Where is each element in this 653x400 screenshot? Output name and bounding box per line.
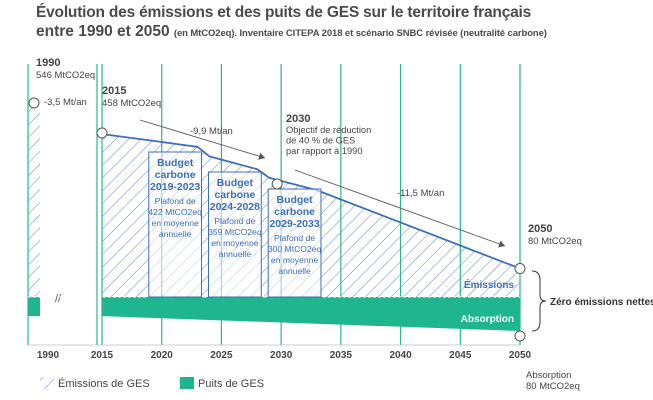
budget-box-2	[207, 171, 262, 298]
budget-box-3	[267, 188, 322, 298]
budget-3-desc-3: annuelle	[278, 266, 311, 276]
rate-arrow-2015-2030-head	[258, 152, 265, 160]
label-1990-value: 546 MtCO2eq	[36, 70, 95, 81]
tick-label-2050: 2050	[509, 350, 532, 361]
marker-2030	[271, 178, 283, 190]
label-objective-1: de 40 % de GES	[286, 136, 355, 146]
budget-box-1	[148, 151, 203, 298]
chart-subtitle: entre 1990 et 2050 (en MtCO2eq). Inventa…	[36, 23, 547, 41]
legend-swatch-absorption	[180, 377, 194, 389]
label-objective-0: Objectif de réduction	[286, 125, 371, 135]
marker-2050	[514, 263, 526, 275]
rate-arrow-2015-2030	[139, 119, 266, 159]
axis-break-mark: //	[55, 293, 62, 305]
budget-3-name-0: Budget	[276, 194, 313, 206]
neutral-brace	[531, 270, 547, 332]
label-rate-3: -11,5 Mt/an	[397, 188, 444, 199]
chart-title: Évolution des émissions et des puits de …	[36, 4, 532, 21]
tick-label-2030: 2030	[270, 350, 293, 361]
tick-label-2020: 2020	[151, 350, 174, 361]
label-rate-2: -9,9 Mt/an	[190, 126, 233, 137]
legend-label-emissions: Émissions de GES	[58, 377, 150, 390]
budget-2-desc-3: annuelle	[219, 249, 252, 259]
tick-label-2025: 2025	[210, 350, 233, 361]
absorption-area-1990	[28, 297, 40, 317]
label-2015-year: 2015	[102, 85, 126, 97]
tick-label-2045: 2045	[449, 350, 472, 361]
tick-label-1990: 1990	[37, 350, 60, 361]
rate-arrow-2030-2050-head	[498, 240, 505, 248]
label-2015-value: 458 MtCO2eq	[102, 98, 161, 109]
marker-1990	[28, 97, 40, 109]
legend-swatch-emissions	[40, 377, 54, 389]
label-absorption-2050: Absorption	[526, 370, 571, 381]
marker-2050-absorption	[514, 330, 526, 342]
tick-label-2035: 2035	[330, 350, 353, 361]
budget-1-name-2: 2019-2023	[150, 181, 200, 193]
emissions-area-1990	[28, 102, 40, 298]
label-2050-value: 80 MtCO2eq	[528, 236, 582, 247]
label-2030-year: 2030	[286, 113, 310, 125]
label-2050-year: 2050	[528, 223, 552, 235]
series-label-emissions: Émissions	[464, 278, 514, 291]
legend-label-absorption: Puits de GES	[198, 378, 264, 390]
budget-3-name-1: carbone	[274, 206, 315, 218]
tick-label-2015: 2015	[91, 350, 114, 361]
budget-2-name-2: 2024-2028	[210, 201, 260, 213]
subtitle-detail: (en MtCO2eq). Inventaire CITEPA 2018 et …	[173, 28, 547, 39]
label-1990-year: 1990	[36, 57, 60, 69]
emissions-line	[101, 133, 521, 270]
label-absorption-2050-value: 80 MtCO2eq	[526, 381, 580, 392]
subtitle-main: entre 1990 et 2050	[36, 23, 174, 40]
series-label-neutral: Zéro émissions nettes	[550, 297, 653, 308]
marker-2015	[96, 127, 108, 139]
series-label-absorption: Absorption	[461, 314, 514, 325]
rate-arrow-2030-2050	[294, 169, 506, 247]
label-rate-1: -3,5 Mt/an	[44, 97, 87, 108]
budget-3-desc-1: 300 MtCO2eq	[268, 244, 322, 254]
label-objective-2: par rapport à 1990	[286, 146, 363, 156]
budget-2-desc-1: 359 MtCO2eq	[208, 227, 262, 237]
tick-label-2040: 2040	[389, 350, 412, 361]
budget-1-desc-0: Plafond de	[155, 196, 196, 206]
budget-1-desc-1: 422 MtCO2eq	[148, 207, 202, 217]
budget-2-desc-2: en moyenne	[211, 238, 259, 248]
budget-3-name-2: 2029-2033	[269, 218, 319, 230]
budget-1-desc-2: en moyenne	[152, 218, 200, 228]
budget-2-name-0: Budget	[217, 177, 254, 189]
absorption-area	[102, 297, 520, 331]
budget-3-desc-2: en moyenne	[271, 255, 319, 265]
budget-1-desc-3: annuelle	[159, 229, 192, 239]
budget-1-name-1: carbone	[155, 169, 196, 181]
budget-3-desc-0: Plafond de	[274, 233, 315, 243]
budget-2-desc-0: Plafond de	[214, 216, 255, 226]
budget-2-name-1: carbone	[214, 189, 255, 201]
budget-1-name-0: Budget	[157, 157, 194, 169]
